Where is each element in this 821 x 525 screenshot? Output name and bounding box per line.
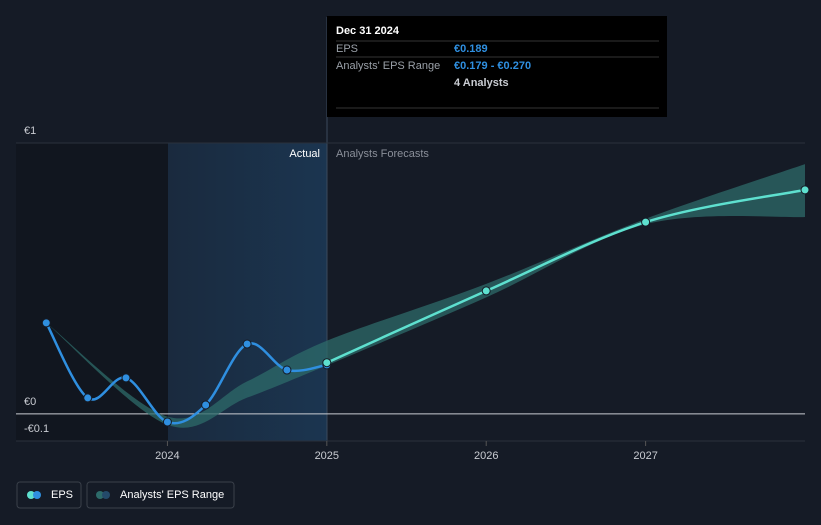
eps-point	[121, 373, 131, 383]
eps-point	[201, 400, 211, 410]
tooltip-label: Analysts' EPS Range	[336, 60, 440, 72]
legend-swatch	[96, 491, 104, 499]
forecast-line	[326, 188, 806, 364]
forecast-point	[641, 217, 651, 227]
tooltip-analysts: 4 Analysts	[454, 77, 509, 89]
x-tick-label: 2026	[474, 450, 498, 462]
eps-point	[282, 365, 292, 375]
tooltip-label: EPS	[336, 43, 358, 55]
actual-label: Actual	[289, 148, 320, 160]
forecast-point	[322, 358, 332, 368]
x-tick-label: 2024	[155, 450, 179, 462]
forecast-point	[800, 185, 810, 195]
y-tick-label: -€0.1	[24, 423, 49, 435]
legend-label: EPS	[51, 489, 73, 501]
legend-item[interactable]	[86, 481, 235, 509]
eps-point	[162, 417, 172, 427]
eps-point	[83, 393, 93, 403]
tooltip-box	[327, 16, 667, 117]
y-tick-label: €1	[24, 125, 36, 137]
forecast-point	[481, 286, 491, 296]
y-tick-label: €0	[24, 396, 36, 408]
legend-item[interactable]	[16, 481, 82, 509]
eps-point	[41, 318, 51, 328]
eps-point	[242, 339, 252, 349]
x-tick-label: 2027	[633, 450, 657, 462]
past-shade	[16, 143, 168, 441]
range-band	[46, 164, 805, 428]
tooltip-date: Dec 31 2024	[336, 25, 400, 37]
legend-swatch	[102, 491, 110, 499]
legend: EPS Analysts' EPS Range	[16, 481, 235, 509]
legend-swatch	[27, 491, 35, 499]
tooltip: Dec 31 2024 EPS €0.189 Analysts' EPS Ran…	[327, 16, 667, 117]
forecast-label: Analysts Forecasts	[336, 148, 429, 160]
x-tick-label: 2025	[315, 450, 339, 462]
tooltip-value: €0.189	[454, 43, 488, 55]
tooltip-value: €0.179 - €0.270	[454, 60, 531, 72]
legend-label: Analysts' EPS Range	[120, 489, 224, 501]
legend-swatch	[33, 491, 41, 499]
